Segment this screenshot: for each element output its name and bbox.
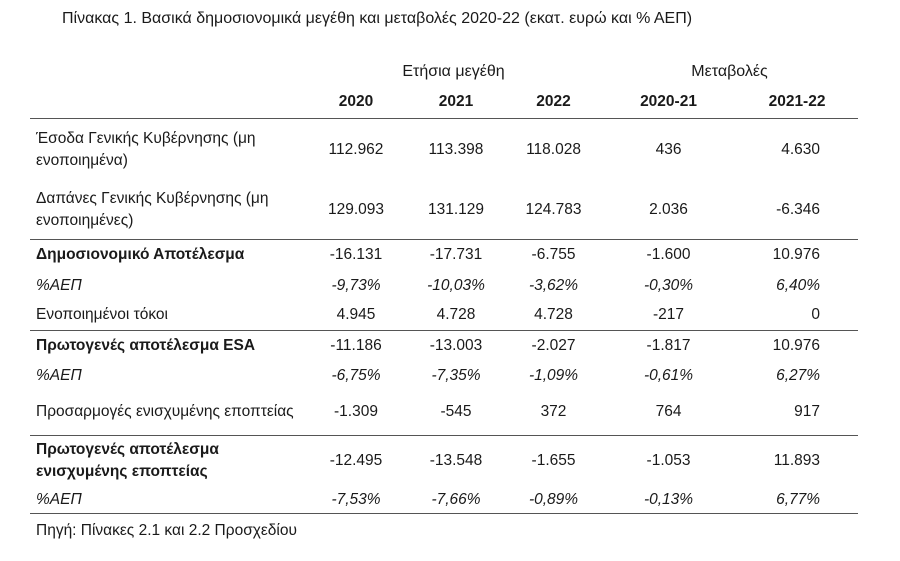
group-header-changes: Μεταβολές: [691, 63, 768, 80]
cell-2021-22: 917: [794, 403, 821, 421]
col-header-2020: 2020: [306, 86, 406, 119]
table-row: Δαπάνες Γενικής Κυβέρνησης (μη ενοποιημέ…: [30, 181, 858, 240]
cell-2021: -7,35%: [431, 366, 481, 384]
table-row: Ενοποιημένοι τόκοι 4.945 4.728 4.728 -21…: [30, 301, 858, 331]
cell-2022: 4.728: [534, 306, 573, 324]
row-label: Πρωτογενές αποτέλεσμα ενισχυμένης εποπτε…: [30, 435, 306, 487]
group-header-annual: Ετήσια μεγέθη: [402, 63, 505, 80]
cell-2020-21: -1.053: [601, 435, 737, 487]
col-header-2020-21: 2020-21: [601, 86, 737, 119]
cell-2020: -7,53%: [306, 486, 406, 514]
cell-2020-21: 2.036: [649, 200, 688, 218]
cell-2020: -11.186: [306, 330, 406, 362]
cell-2022: -6.755: [506, 239, 602, 271]
cell-2022: 124.783: [525, 200, 582, 218]
cell-2021-22: 0: [811, 306, 821, 324]
cell-2020: -9,73%: [331, 276, 381, 294]
row-label: Πρωτογενές αποτέλεσμα ESA: [30, 330, 306, 362]
source-note: Πηγή: Πίνακες 2.1 και 2.2 Προσχεδίου: [36, 522, 297, 539]
cell-2020: -6,75%: [331, 366, 381, 384]
year-header-row: 2020 2021 2022 2020-21 2021-22: [30, 86, 859, 119]
col-header-2022: 2022: [506, 86, 602, 119]
cell-2021: -13.548: [406, 435, 506, 487]
header-spacer: [30, 86, 306, 119]
table-row: Έσοδα Γενικής Κυβέρνησης (μη ενοποιημένα…: [30, 119, 858, 181]
table-row: Προσαρμογές ενισχυμένης εποπτείας -1.309…: [30, 390, 858, 436]
header-spacer: [30, 58, 306, 86]
cell-2020: 112.962: [328, 140, 384, 158]
cell-2021: -7,66%: [406, 486, 506, 514]
cell-2020-21: 764: [655, 403, 682, 421]
group-header-row: Ετήσια μεγέθη Μεταβολές: [30, 58, 858, 86]
cell-2020: 129.093: [327, 200, 385, 218]
col-header-2021-22: 2021-22: [736, 86, 859, 119]
cell-2021-22: 6,27%: [776, 366, 821, 384]
cell-2021-22: 4.630: [781, 140, 821, 158]
cell-2020-21: -0,30%: [643, 276, 694, 294]
table-row: %ΑΕΠ -6,75% -7,35% -1,09% -0,61% 6,27%: [30, 362, 858, 390]
cell-2021-22: 6,40%: [776, 276, 821, 294]
row-label: Ενοποιημένοι τόκοι: [36, 306, 168, 324]
cell-2020: 4.945: [336, 306, 376, 324]
cell-2020: -12.495: [306, 435, 406, 487]
cell-2020-21: -217: [653, 306, 685, 324]
cell-2021-22: -6.346: [776, 200, 821, 218]
table-row: %ΑΕΠ -7,53% -7,66% -0,89% -0,13% 6,77%: [30, 486, 859, 514]
cell-2021: 113.398: [428, 140, 484, 158]
cell-2021-22: 6,77%: [736, 486, 859, 514]
cell-2021: -13.003: [406, 330, 506, 362]
cell-2020-21: -0,13%: [601, 486, 737, 514]
cell-2022: 118.028: [526, 140, 581, 158]
cell-2022: -1.655: [506, 435, 602, 487]
cell-2021-22: 10.976: [736, 330, 859, 362]
cell-2022: -3,62%: [528, 276, 579, 294]
table-caption: Πίνακας 1. Βασικά δημοσιονομικά μεγέθη κ…: [62, 10, 693, 27]
cell-2021: 4.728: [436, 306, 476, 324]
cell-2021: -545: [440, 403, 472, 421]
cell-2020-21: -1.600: [601, 239, 737, 271]
cell-2022: -0,89%: [506, 486, 602, 514]
table-row: Δημοσιονομικό Αποτέλεσμα -16.131 -17.731…: [30, 239, 859, 271]
row-label: Δαπάνες Γενικής Κυβέρνησης (μη ενοποιημέ…: [36, 189, 269, 229]
cell-2020: -1.309: [334, 403, 378, 421]
cell-2021: -17.731: [406, 239, 506, 271]
row-label: Δημοσιονομικό Αποτέλεσμα: [30, 239, 306, 271]
table-row: Πρωτογενές αποτέλεσμα ESA -11.186 -13.00…: [30, 330, 859, 362]
row-label: %ΑΕΠ: [36, 366, 82, 384]
cell-2021: 131.129: [427, 200, 485, 218]
cell-2022: -2.027: [506, 330, 602, 362]
table-row: Πρωτογενές αποτέλεσμα ενισχυμένης εποπτε…: [30, 435, 859, 487]
row-label: %ΑΕΠ: [36, 276, 82, 294]
cell-2020: -16.131: [306, 239, 406, 271]
row-label: %ΑΕΠ: [30, 486, 306, 514]
table-row: %ΑΕΠ -9,73% -10,03% -3,62% -0,30% 6,40%: [30, 271, 858, 301]
col-header-2021: 2021: [406, 86, 506, 119]
cell-2022: -1,09%: [528, 366, 579, 384]
row-label: Έσοδα Γενικής Κυβέρνησης (μη ενοποιημένα…: [36, 129, 256, 169]
cell-2020-21: -1.817: [601, 330, 737, 362]
cell-2020-21: -0,61%: [643, 366, 694, 384]
cell-2022: 372: [540, 403, 567, 421]
cell-2021-22: 11.893: [736, 435, 859, 487]
row-label: Προσαρμογές ενισχυμένης εποπτείας: [36, 403, 294, 421]
fiscal-table: Ετήσια μεγέθη Μεταβολές 2020 2021 2022 2…: [30, 58, 859, 514]
cell-2020-21: 436: [655, 140, 682, 158]
cell-2021-22: 10.976: [736, 239, 859, 271]
cell-2021: -10,03%: [427, 276, 485, 294]
